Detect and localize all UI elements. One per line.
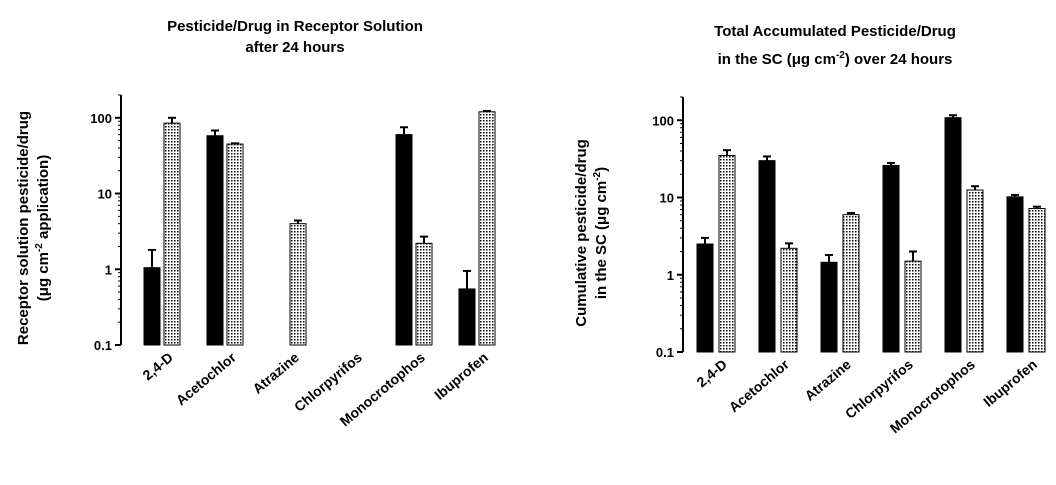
chart-left-y-tick-label: 1 [105, 262, 112, 277]
chart-right-bar-solid [944, 117, 962, 353]
chart-left-ylabel: Receptor solution pesticide/drug (μg cm-… [15, 111, 52, 345]
chart-left-bar-hatched [415, 242, 433, 346]
chart-right-title-line2: in the SC (μg cm-2) over 24 hours [718, 50, 953, 68]
chart-right-y-tick-label: 10 [660, 191, 674, 206]
chart-right-bar-hatched [904, 260, 922, 353]
chart-left-bar-solid [395, 134, 413, 346]
chart-left-y-tick-label: 10 [98, 187, 112, 202]
chart-left-x-tick-label: Atrazine [249, 349, 302, 397]
chart-right-bar-solid [758, 160, 776, 353]
chart-right-bar-solid [1006, 196, 1024, 353]
chart-left-bar-solid [206, 135, 224, 346]
chart-left-x-tick-label: Ibuprofen [431, 349, 491, 403]
chart-right-ylabel: Cumulative pesticide/drug in the SC (μg … [573, 139, 610, 327]
chart-right-bar-solid [696, 243, 714, 353]
chart-left-bar-solid [458, 288, 476, 346]
chart-right-x-tick-label: Ibuprofen [980, 356, 1040, 410]
chart-right-bar-hatched [842, 214, 860, 353]
chart-right-bar-hatched [1028, 208, 1046, 353]
chart-left: Pesticide/Drug in Receptor Solution afte… [15, 18, 496, 429]
chart-right-bar-hatched [966, 189, 984, 353]
chart-left-bar-hatched [163, 122, 181, 346]
chart-left-y-tick-label: 0.1 [94, 338, 112, 353]
chart-left-bar-hatched [226, 143, 244, 346]
chart-right-x-tick-label: Acetochlor [726, 356, 793, 416]
chart-left-x-tick-label: 2,4-D [139, 349, 176, 383]
chart-left-ylabel-line1: Receptor solution pesticide/drug [15, 111, 32, 345]
chart-right-bar-solid [820, 261, 838, 353]
chart-right-bar-solid [882, 164, 900, 353]
chart-right: Total Accumulated Pesticide/Drug in the … [573, 23, 1046, 436]
chart-right-x-tick-label: 2,4-D [693, 356, 730, 390]
chart-right-y-tick-label: 1 [667, 268, 674, 283]
chart-right-ylabel-line2: in the SC (μg cm-2) [592, 167, 610, 299]
chart-right-y-tick-label: 0.1 [656, 345, 674, 360]
chart-left-ylabel-line2: (μg cm-2 application) [34, 155, 52, 301]
chart-right-title-line1: Total Accumulated Pesticide/Drug [714, 23, 956, 40]
chart-right-y-tick-label: 100 [652, 113, 674, 128]
chart-left-bar-hatched [478, 111, 496, 346]
chart-left-title-line2: after 24 hours [245, 39, 344, 56]
chart-left-title-line1: Pesticide/Drug in Receptor Solution [167, 18, 423, 35]
chart-left-x-tick-label: Acetochlor [173, 349, 240, 409]
chart-right-bar-hatched [780, 247, 798, 353]
chart-right-bar-hatched [718, 154, 736, 353]
chart-right-x-tick-label: Atrazine [801, 356, 854, 404]
chart-left-y-tick-label: 100 [90, 111, 112, 126]
chart-left-bar-solid [143, 267, 161, 346]
chart-left-bar-hatched [289, 223, 307, 346]
chart-right-ylabel-line1: Cumulative pesticide/drug [573, 139, 590, 327]
